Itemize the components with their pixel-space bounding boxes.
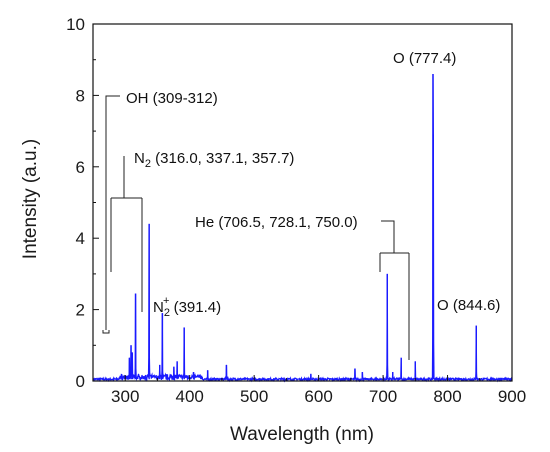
- x-tick-label: 400: [176, 387, 204, 406]
- x-axis-title: Wavelength (nm): [230, 424, 374, 445]
- n2-label-sub: 2: [145, 158, 151, 170]
- x-tick-label: 500: [240, 387, 268, 406]
- n2plus-label-main: N: [153, 299, 164, 316]
- y-tick-label: 8: [76, 86, 85, 105]
- x-tick-label: 800: [433, 387, 461, 406]
- y-axis-title: Intensity (a.u.): [20, 139, 41, 259]
- n2-label: N2 (316.0, 337.1, 357.7): [134, 150, 294, 170]
- he-bracket: [379, 220, 410, 360]
- y-tick-label: 10: [66, 15, 85, 34]
- y-tick-label: 6: [76, 158, 85, 177]
- y-tick-label: 4: [76, 229, 85, 248]
- n2plus-label: N2+ (391.4): [153, 295, 221, 319]
- x-tick-label: 300: [111, 387, 139, 406]
- n2plus-label-sub: 2: [164, 307, 170, 319]
- axis-ticks: 300 400 500 600 700 800 900 0 2 4 6 8 10: [66, 15, 526, 406]
- o777-label: O (777.4): [393, 50, 456, 67]
- peak-annotations: OH (309-312) N2 (316.0, 337.1, 357.7) N2…: [102, 50, 500, 360]
- n2-label-main: N: [134, 150, 145, 167]
- n2plus-label-sup: +: [163, 295, 169, 307]
- oh-label: OH (309-312): [126, 90, 218, 107]
- n2plus-label-rest: (391.4): [169, 299, 221, 316]
- x-tick-label: 600: [304, 387, 332, 406]
- plot-frame: [92, 23, 513, 382]
- plot-area: [92, 73, 513, 383]
- x-tick-label: 900: [498, 387, 526, 406]
- he-label: He (706.5, 728.1, 750.0): [195, 214, 358, 231]
- n2-label-rest: (316.0, 337.1, 357.7): [151, 150, 294, 167]
- y-tick-label: 0: [76, 372, 85, 391]
- n2-bracket: [110, 156, 143, 312]
- o844-label: O (844.6): [437, 297, 500, 314]
- oh-bracket: [102, 95, 120, 334]
- x-tick-label: 700: [369, 387, 397, 406]
- y-tick-label: 2: [76, 301, 85, 320]
